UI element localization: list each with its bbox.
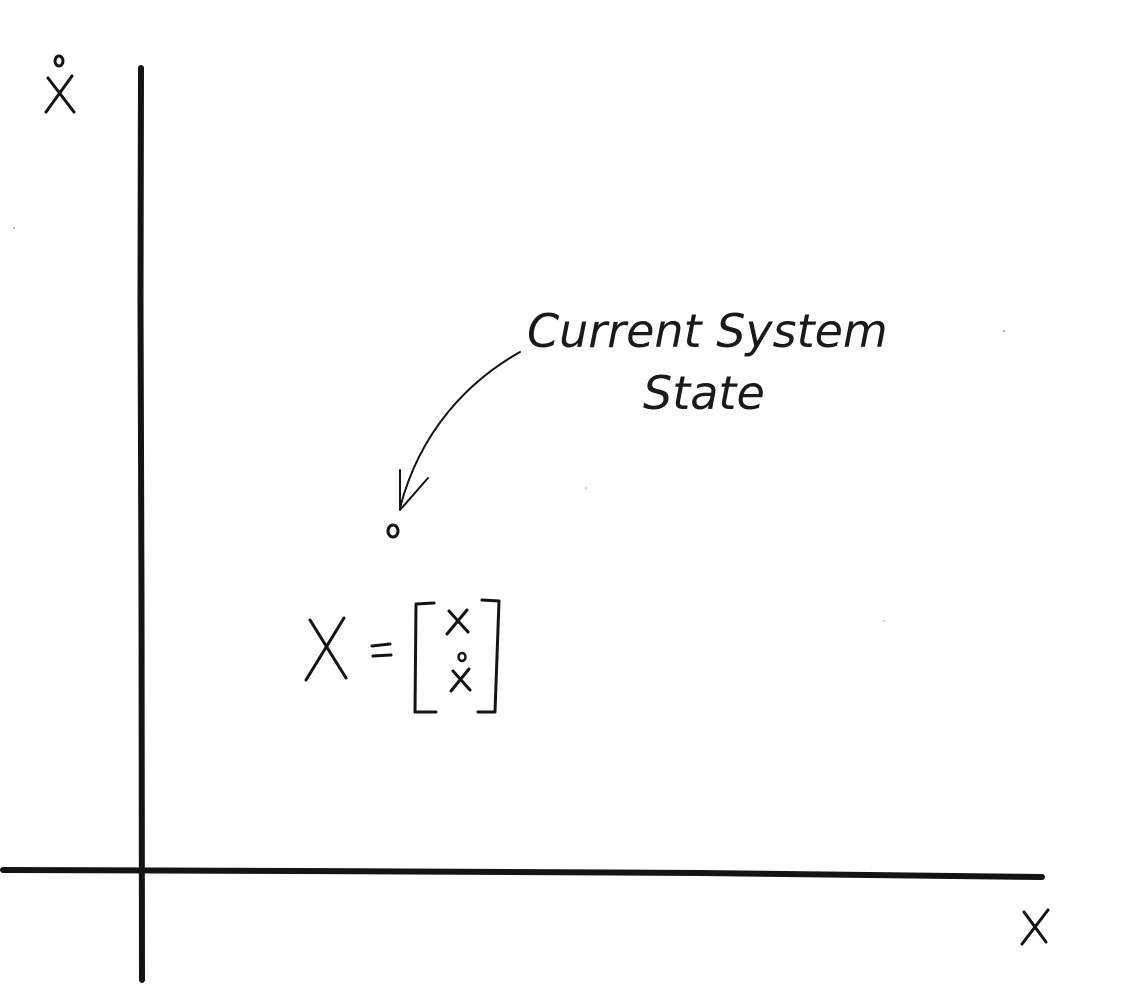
- state-point: [386, 523, 400, 539]
- annotation-line-1: Current System: [527, 304, 888, 358]
- x-axis: [0, 867, 1045, 880]
- annotation-line-2: State: [643, 366, 765, 420]
- x-axis-label: [1020, 908, 1050, 946]
- vector-top-x: [445, 608, 470, 636]
- y-axis-label: [44, 54, 76, 114]
- right-bracket: [476, 598, 501, 714]
- vector-bottom-xdot: [449, 651, 472, 693]
- state-vector-equation: [304, 598, 501, 714]
- equals-sign: [370, 642, 393, 658]
- state-vector-symbol: [304, 616, 348, 682]
- y-axis-label-text: ẋ: [0, 0, 1, 1]
- left-bracket: [413, 601, 438, 714]
- annotation-arrow: [399, 351, 521, 511]
- y-axis: [137, 65, 145, 983]
- scan-specks: [13, 227, 1005, 622]
